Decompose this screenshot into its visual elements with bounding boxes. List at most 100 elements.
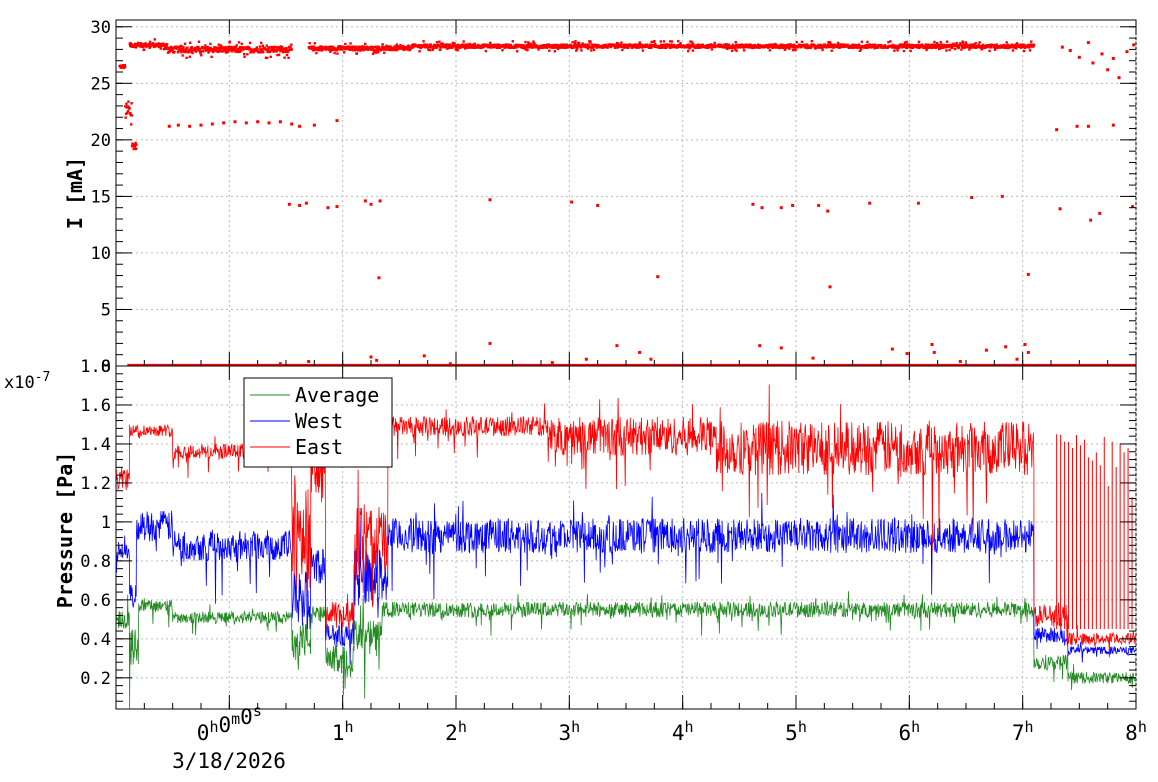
current-point — [669, 40, 672, 43]
current-point — [866, 40, 869, 44]
current-point — [650, 40, 653, 44]
current-point — [909, 49, 912, 53]
current-point — [924, 43, 927, 46]
current-point — [574, 40, 577, 43]
current-point — [586, 47, 590, 50]
current-point — [526, 48, 529, 52]
current-x-ticks — [115, 20, 1137, 366]
current-point — [926, 43, 930, 46]
current-point — [489, 41, 492, 45]
current-point — [936, 42, 939, 45]
current-point — [124, 116, 127, 119]
current-point — [460, 46, 463, 49]
current-point — [1106, 68, 1110, 72]
current-point — [242, 48, 245, 51]
current-point — [260, 41, 263, 45]
current-point — [656, 275, 660, 279]
current-point — [488, 198, 492, 202]
current-point — [949, 43, 953, 47]
current-point — [435, 46, 438, 49]
current-point — [273, 47, 276, 50]
current-point — [135, 44, 138, 48]
current-point — [471, 43, 474, 46]
current-point — [961, 45, 964, 49]
current-point — [575, 44, 578, 47]
current-point — [502, 43, 506, 47]
time-tick-value: 4 — [672, 721, 685, 745]
current-point — [399, 43, 402, 47]
current-point — [1011, 49, 1015, 52]
legend-box — [243, 377, 393, 468]
current-point — [559, 43, 563, 47]
current-point — [407, 44, 410, 47]
current-point — [890, 347, 894, 351]
current-point — [177, 50, 180, 53]
current-point — [645, 43, 649, 46]
current-point — [561, 46, 565, 49]
current-point — [749, 43, 753, 47]
current-point — [928, 46, 932, 49]
current-point — [939, 40, 943, 44]
current-point — [1004, 345, 1008, 349]
pressure-y-tick-label: 0.4 — [80, 630, 111, 650]
current-point — [276, 53, 279, 57]
current-point — [887, 40, 890, 44]
current-point — [185, 56, 188, 60]
time-tick-value: 0 — [197, 721, 210, 745]
current-point — [1014, 47, 1018, 50]
current-point — [604, 43, 608, 47]
current-point — [233, 120, 237, 124]
current-point — [874, 43, 877, 46]
current-point — [988, 49, 991, 53]
current-point — [175, 47, 179, 50]
current-point — [564, 46, 567, 50]
current-point — [376, 49, 380, 52]
current-point — [206, 45, 210, 49]
current-point — [1131, 205, 1135, 209]
current-point — [596, 203, 600, 207]
current-point — [265, 44, 268, 47]
current-point — [1117, 76, 1121, 80]
current-point — [527, 42, 531, 45]
pressure-y-axis-title: Pressure [Pa] — [53, 452, 77, 609]
current-point — [692, 42, 695, 46]
current-point — [422, 40, 425, 43]
current-point — [133, 45, 136, 49]
current-point — [810, 45, 813, 49]
current-point — [227, 45, 231, 49]
pressure-x-ticks — [115, 366, 1137, 709]
current-point — [734, 40, 737, 44]
current-point — [668, 44, 671, 48]
current-point — [255, 46, 259, 49]
current-point — [587, 43, 590, 46]
current-point — [724, 45, 728, 48]
current-point — [179, 46, 182, 50]
current-point — [255, 49, 258, 52]
current-point — [575, 49, 578, 52]
current-point — [429, 43, 432, 46]
current-point — [527, 41, 530, 44]
current-point — [934, 46, 937, 50]
time-tick-unit: m — [231, 710, 240, 728]
current-point — [1100, 52, 1104, 56]
current-point — [210, 122, 214, 126]
current-point — [439, 48, 442, 52]
current-point — [718, 45, 722, 48]
current-point — [373, 51, 376, 54]
current-point — [142, 48, 146, 51]
time-tick-label: 8h — [1125, 718, 1147, 745]
current-point — [127, 100, 130, 103]
current-point — [795, 40, 799, 44]
current-point — [509, 43, 513, 47]
current-point — [989, 45, 992, 49]
current-point — [800, 40, 804, 43]
current-point — [341, 47, 345, 50]
current-point — [1030, 40, 1033, 43]
current-point — [362, 48, 365, 52]
current-point — [129, 111, 132, 115]
current-point — [575, 47, 579, 51]
current-point — [283, 47, 286, 51]
current-point — [713, 41, 716, 45]
current-point — [267, 47, 270, 50]
current-point — [889, 40, 892, 43]
